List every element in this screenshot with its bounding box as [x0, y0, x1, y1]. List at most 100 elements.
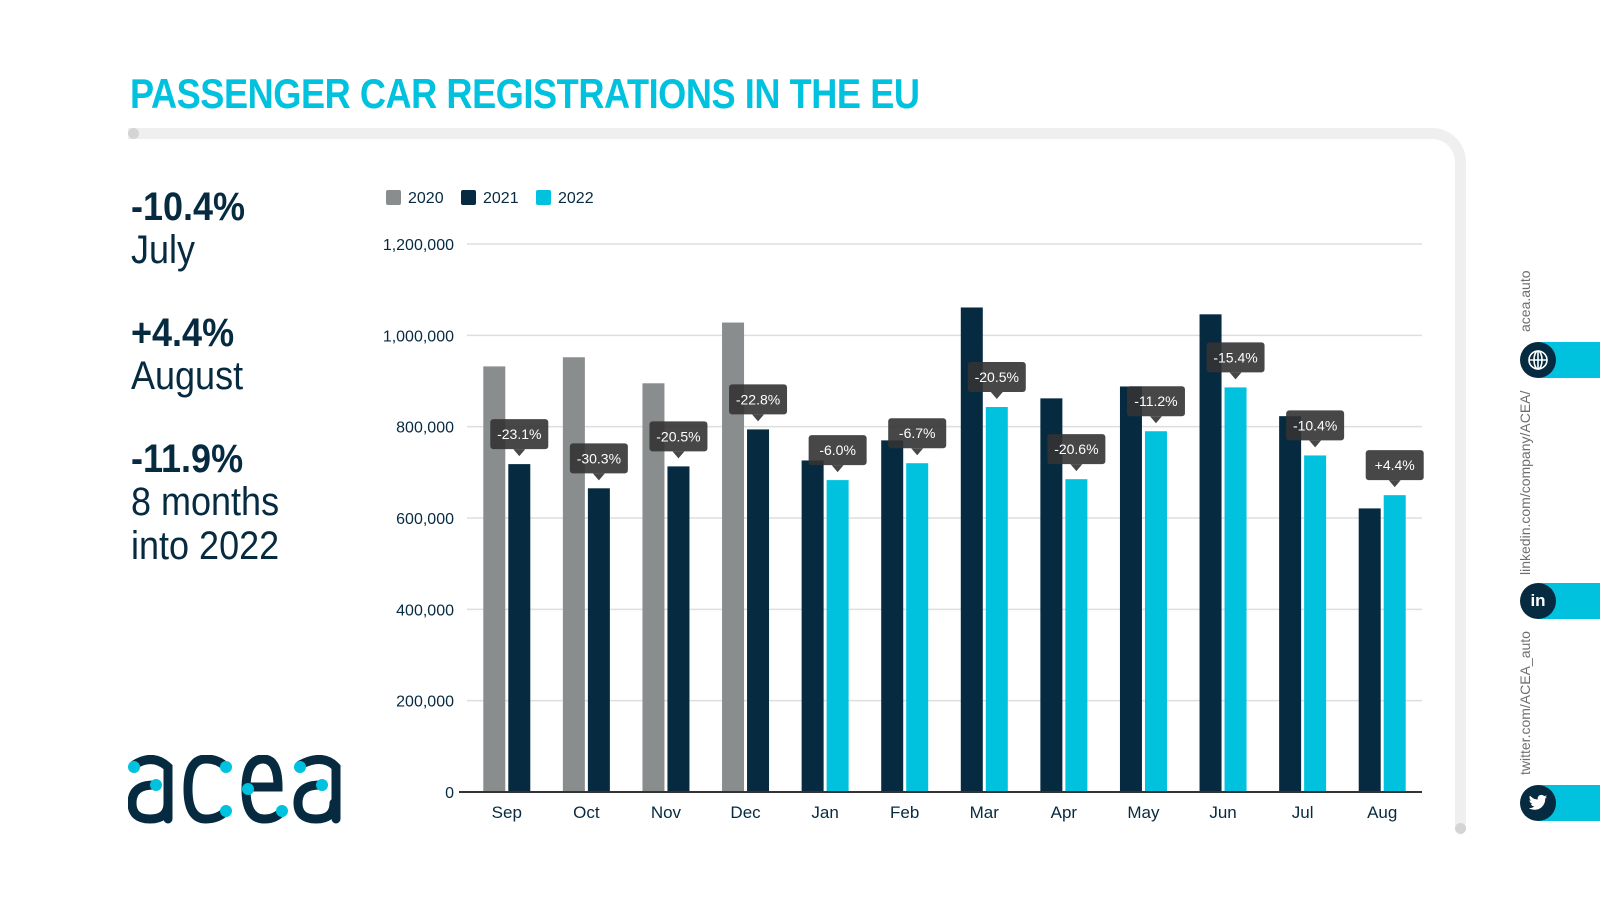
stat-ytd: -11.9% 8 months into 2022 — [131, 438, 296, 568]
change-label-pointer — [990, 392, 1003, 400]
change-label: -20.5% — [649, 421, 708, 459]
change-label-box — [808, 435, 867, 466]
change-label-text: -6.7% — [899, 425, 936, 441]
chart-legend: 2020 2021 2022 — [386, 190, 594, 207]
globe-icon[interactable] — [1520, 342, 1556, 378]
x-axis: Sep Oct Nov Dec Jan Feb Mar Apr May Jun Jul Aug — [459, 791, 1422, 822]
bar-2022-mar — [985, 407, 1008, 792]
chart-gridlines — [467, 243, 1422, 702]
x-tick-label: Jan — [811, 803, 838, 822]
bar-2021-jan — [801, 460, 824, 792]
bar-2022-jun — [1224, 387, 1247, 792]
change-label: -6.0% — [808, 435, 867, 473]
chart-annotations: -23.1% -30.3% -20.5% -22.8% -6.0% -6.7% -20.5%… — [490, 342, 1424, 488]
key-stats: -10.4% July +4.4% August -11.9% 8 months… — [131, 186, 296, 608]
content-frame — [128, 128, 1466, 830]
change-label-text: -23.1% — [497, 426, 541, 442]
x-tick-label: Jul — [1292, 803, 1314, 822]
page-title: PASSENGER CAR REGISTRATIONS IN THE EU — [130, 70, 920, 117]
legend-swatch — [461, 190, 476, 205]
logo-letter-a — [295, 755, 341, 824]
stat-value: -11.9% — [131, 437, 244, 481]
bar-2021-oct — [587, 488, 610, 792]
y-tick-label: 1,000,000 — [383, 328, 454, 345]
change-label: -23.1% — [490, 419, 549, 457]
change-label: -10.4% — [1286, 410, 1345, 448]
bar-2021-mar — [960, 307, 983, 792]
frame-dot — [128, 128, 139, 139]
stat-july: -10.4% July — [131, 186, 296, 272]
change-label-box — [490, 419, 549, 450]
stat-label: July — [131, 228, 196, 272]
y-tick-label: 200,000 — [396, 694, 454, 711]
bar-2020-dec — [722, 322, 745, 792]
bar-2021-aug — [1358, 508, 1381, 792]
bar-2021-dec — [747, 429, 770, 792]
change-label-text: -22.8% — [736, 391, 780, 407]
bar-2022-apr — [1065, 479, 1088, 792]
change-label-pointer — [1309, 440, 1322, 448]
change-label-pointer — [592, 473, 605, 481]
bar-2022-may — [1144, 431, 1167, 792]
x-tick-label: Dec — [730, 803, 761, 822]
change-label-box — [888, 418, 947, 449]
bar-2021-nov — [667, 466, 690, 792]
bar-2021-sep — [508, 464, 531, 792]
change-label: -30.3% — [569, 443, 628, 481]
change-label: -20.5% — [967, 362, 1026, 400]
change-label: -20.6% — [1047, 434, 1106, 472]
change-label: -15.4% — [1206, 342, 1265, 380]
x-tick-label: Aug — [1367, 803, 1397, 822]
change-label: -6.7% — [888, 418, 947, 456]
change-label-text: -20.5% — [656, 428, 700, 444]
bar-2021-may — [1119, 386, 1142, 792]
bar-2022-jul — [1304, 455, 1327, 792]
change-label-box — [1126, 386, 1185, 417]
legend-label: 2020 — [408, 190, 444, 207]
x-tick-label: Oct — [573, 803, 600, 822]
website-link[interactable]: acea.auto — [1517, 270, 1533, 333]
x-tick-label: Mar — [970, 803, 1000, 822]
linkedin-icon[interactable]: in — [1520, 583, 1556, 619]
bar-2022-jan — [826, 480, 849, 792]
chart-bars — [483, 307, 1406, 792]
legend-swatch — [536, 190, 551, 205]
change-label-pointer — [911, 448, 924, 456]
bar-2022-feb — [906, 463, 929, 792]
legend-swatch — [386, 190, 401, 205]
stat-value: +4.4% — [131, 311, 235, 355]
change-label: -22.8% — [729, 384, 788, 422]
twitter-link[interactable]: twitter.com/ACEA_auto — [1517, 631, 1533, 775]
logo-letter-c — [183, 755, 231, 824]
linkedin-link[interactable]: linkedin.com/company/ACEA/ — [1517, 390, 1533, 575]
stat-value: -10.4% — [131, 185, 246, 229]
y-tick-label: 600,000 — [396, 511, 454, 528]
acea-logo — [128, 755, 341, 824]
change-label-text: -20.5% — [975, 369, 1019, 385]
change-label-pointer — [752, 414, 765, 422]
change-label-text: -20.6% — [1054, 441, 1098, 457]
legend-label: 2022 — [558, 190, 594, 207]
bar-2021-jul — [1279, 416, 1302, 792]
change-label-box — [1206, 342, 1265, 373]
y-tick-label: 800,000 — [396, 420, 454, 437]
change-label-box — [967, 362, 1026, 393]
x-tick-label: Jun — [1209, 803, 1236, 822]
twitter-icon[interactable] — [1520, 785, 1556, 821]
frame-dot — [1455, 823, 1466, 834]
change-label-text: -6.0% — [819, 442, 856, 458]
change-label-box — [729, 384, 788, 415]
change-label-pointer — [513, 449, 526, 457]
bar-2021-feb — [881, 440, 904, 792]
change-label-box — [569, 443, 628, 474]
change-label-pointer — [1388, 480, 1401, 488]
change-label-text: -30.3% — [577, 450, 621, 466]
bar-2021-apr — [1040, 398, 1063, 792]
change-label-box — [1047, 434, 1106, 465]
y-tick-label: 400,000 — [396, 602, 454, 619]
bar-2022-aug — [1383, 495, 1406, 792]
x-tick-label: Sep — [492, 803, 522, 822]
change-label: +4.4% — [1365, 450, 1424, 488]
x-tick-label: May — [1127, 803, 1160, 822]
bar-2020-nov — [642, 383, 665, 792]
